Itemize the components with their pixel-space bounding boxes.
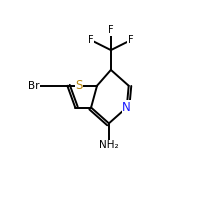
Text: Br: Br <box>28 81 40 91</box>
Text: N: N <box>122 101 131 114</box>
Text: F: F <box>88 35 94 45</box>
Text: F: F <box>108 25 114 35</box>
Text: NH₂: NH₂ <box>99 140 119 150</box>
Text: F: F <box>128 35 133 45</box>
Text: S: S <box>75 79 83 92</box>
